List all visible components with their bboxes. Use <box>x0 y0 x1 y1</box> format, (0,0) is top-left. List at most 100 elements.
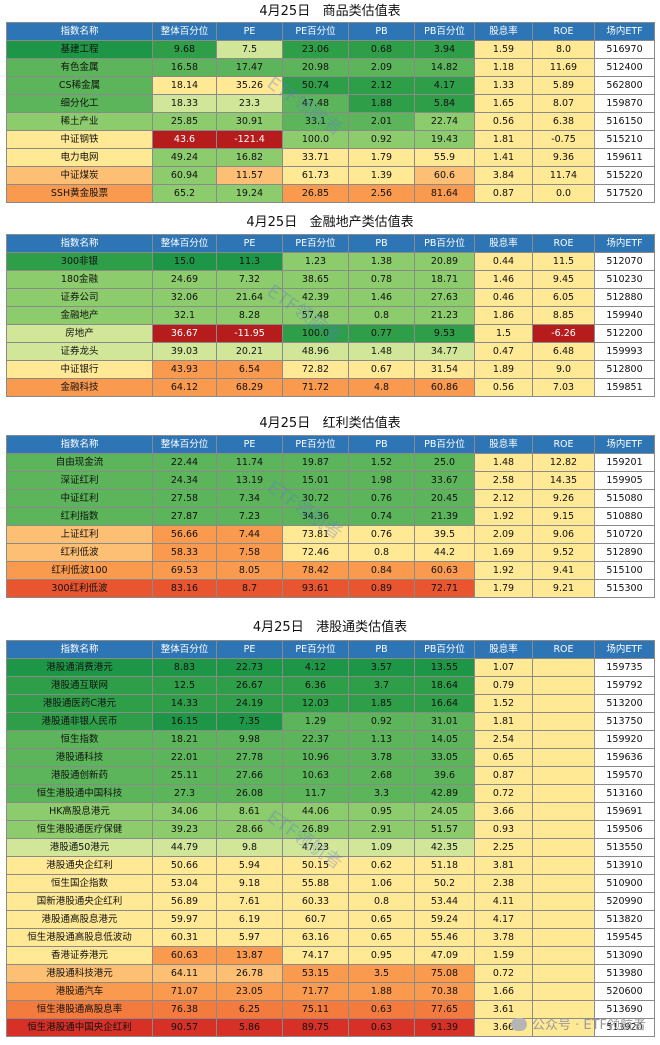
table-row: 中证红利 27.58 7.34 30.72 0.76 20.45 2.12 9.26 51508… <box>6 489 655 508</box>
column-header: 场内ETF <box>594 22 655 41</box>
table-row: 港股通医药C港元 14.33 24.19 12.03 1.85 16.64 1.52 5132… <box>6 694 655 713</box>
table-row: SSH黄金股票 65.2 19.24 26.85 2.56 81.64 0.87 0.0 517… <box>6 184 655 203</box>
value-cell: 3.57 <box>348 658 415 677</box>
value-cell: 1.59 <box>474 40 533 59</box>
value-cell: 513750 <box>594 712 655 731</box>
column-header: ROE <box>532 22 595 41</box>
column-header: ROE <box>532 234 595 253</box>
value-cell: 22.74 <box>414 112 475 131</box>
value-cell: 1.39 <box>348 166 415 185</box>
value-cell: 512880 <box>594 288 655 307</box>
value-cell: 9.15 <box>532 507 595 526</box>
value-cell: 28.66 <box>216 820 283 839</box>
value-cell: 7.23 <box>216 507 283 526</box>
value-cell: 20.21 <box>216 342 283 361</box>
value-cell: 22.01 <box>152 748 217 767</box>
index-name-cell: 恒生指数 <box>6 730 153 749</box>
table-row: 恒生港股通中国央企红利 90.57 5.86 89.75 0.63 91.39 3.66 51… <box>6 1018 655 1037</box>
index-name-cell: 港股通医药C港元 <box>6 694 153 713</box>
value-cell: 2.09 <box>474 525 533 544</box>
value-cell: 1.38 <box>348 252 415 271</box>
value-cell: 33.71 <box>282 148 349 167</box>
value-cell: 0.76 <box>348 525 415 544</box>
index-name-cell: 恒生港股通中国央企红利 <box>6 1018 153 1037</box>
index-name-cell: 中证煤炭 <box>6 166 153 185</box>
index-name-cell: 恒生港股通医疗保健 <box>6 820 153 839</box>
value-cell: 69.53 <box>152 561 217 580</box>
index-name-cell: 中证红利 <box>6 489 153 508</box>
value-cell: 100.0 <box>282 324 349 343</box>
value-cell: 1.18 <box>474 58 533 77</box>
value-cell: 42.35 <box>414 838 475 857</box>
value-cell: 58.33 <box>152 543 217 562</box>
index-name-cell: 港股通消费港元 <box>6 658 153 677</box>
value-cell: 60.63 <box>414 561 475 580</box>
table-row: 港股通科技港元 64.11 26.78 53.15 3.5 75.08 0.72 513980 <box>6 964 655 983</box>
value-cell: 9.21 <box>532 579 595 598</box>
value-cell: 72.46 <box>282 543 349 562</box>
value-cell: 39.5 <box>414 525 475 544</box>
value-cell <box>532 766 595 785</box>
value-cell: 7.34 <box>216 489 283 508</box>
value-cell: 72.71 <box>414 579 475 598</box>
value-cell: 510880 <box>594 507 655 526</box>
table-row: 电力电网 49.24 16.82 33.71 1.79 55.9 1.41 9.36 15961… <box>6 148 655 167</box>
table-row: 香港证券港元 60.63 13.87 74.17 0.95 47.09 1.59 513090 <box>6 946 655 965</box>
table-row: 港股通50港元 44.79 9.8 47.23 1.09 42.35 2.25 513550 <box>6 838 655 857</box>
value-cell: 4.8 <box>348 378 415 397</box>
value-cell: 1.88 <box>348 94 415 113</box>
value-cell: 7.35 <box>216 712 283 731</box>
value-cell: 89.75 <box>282 1018 349 1037</box>
value-cell: 2.54 <box>474 730 533 749</box>
value-cell: 72.82 <box>282 360 349 379</box>
column-header: 整体百分位 <box>152 22 217 41</box>
value-cell: 515300 <box>594 579 655 598</box>
value-cell: 159545 <box>594 928 655 947</box>
value-cell: 11.3 <box>216 252 283 271</box>
value-cell: 75.08 <box>414 964 475 983</box>
table-row: 上证红利 56.66 7.44 73.81 0.76 39.5 2.09 9.06 510720 <box>6 525 655 544</box>
brand-watermark: 公众号 · ETF领航者 <box>510 1014 646 1033</box>
table-row: 深证红利 24.34 13.19 15.01 1.98 33.67 2.58 14.35 159… <box>6 471 655 490</box>
value-cell: 55.9 <box>414 148 475 167</box>
value-cell: 47.09 <box>414 946 475 965</box>
value-cell: 11.74 <box>216 453 283 472</box>
value-cell: 1.81 <box>474 712 533 731</box>
value-cell: 22.37 <box>282 730 349 749</box>
value-cell: 51.18 <box>414 856 475 875</box>
value-cell: 512200 <box>594 324 655 343</box>
value-cell: 0.72 <box>474 964 533 983</box>
value-cell: 0.87 <box>474 184 533 203</box>
value-cell: 12.5 <box>152 676 217 695</box>
value-cell: 33.05 <box>414 748 475 767</box>
value-cell <box>532 856 595 875</box>
value-cell: 50.2 <box>414 874 475 893</box>
index-name-cell: 港股通互联网 <box>6 676 153 695</box>
value-cell: 8.7 <box>216 579 283 598</box>
value-cell <box>532 982 595 1001</box>
wechat-icon <box>510 1018 527 1031</box>
value-cell: 0.74 <box>348 507 415 526</box>
value-cell: 159201 <box>594 453 655 472</box>
index-name-cell: 恒生港股通高股息低波动 <box>6 928 153 947</box>
table-row: 房地产 36.67 -11.95 100.0 0.77 9.53 1.5 -6.26 51220… <box>6 324 655 343</box>
value-cell: 35.26 <box>216 76 283 95</box>
value-cell: 2.12 <box>348 76 415 95</box>
value-cell: 513690 <box>594 1000 655 1019</box>
value-cell: 60.31 <box>152 928 217 947</box>
table-row: 港股通央企红利 50.66 5.94 50.15 0.62 51.18 3.81 513910 <box>6 856 655 875</box>
value-cell: 1.89 <box>474 360 533 379</box>
value-cell: 15.01 <box>282 471 349 490</box>
value-cell: 60.33 <box>282 892 349 911</box>
column-header: ROE <box>532 640 595 659</box>
value-cell: 16.58 <box>152 58 217 77</box>
value-cell: 0.76 <box>348 489 415 508</box>
valuation-table: 指数名称 整体百分位 PE PE百分位 PB PB百分位 股息率 ROE 场内ETF 港股通消费… <box>6 640 655 1037</box>
value-cell: 81.64 <box>414 184 475 203</box>
value-cell: 23.06 <box>282 40 349 59</box>
value-cell: 9.68 <box>152 40 217 59</box>
value-cell: 0.46 <box>474 288 533 307</box>
value-cell: 0.79 <box>474 676 533 695</box>
value-cell: -121.4 <box>216 130 283 149</box>
section-title: 4月25日 红利类估值表 <box>259 416 401 431</box>
